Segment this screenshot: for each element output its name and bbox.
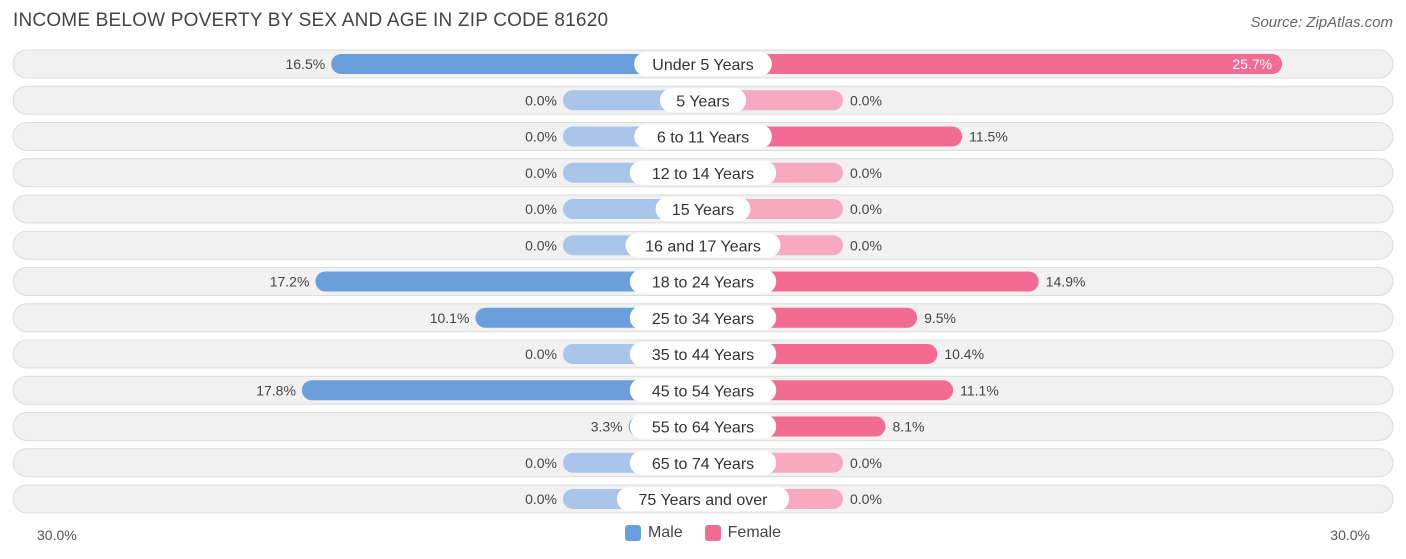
category-label: Under 5 Years	[652, 57, 753, 74]
legend-item-male: Male	[624, 524, 683, 542]
category-label: 18 to 24 Years	[652, 275, 754, 292]
female-value-label: 0.0%	[850, 165, 882, 181]
category-label: 65 to 74 Years	[652, 456, 754, 473]
legend: Male Female	[0, 524, 1406, 542]
category-label: 16 and 17 Years	[645, 238, 761, 255]
female-value-label: 0.0%	[850, 455, 882, 471]
female-value-label: 10.4%	[944, 346, 984, 362]
source-note: Source: ZipAtlas.com	[1250, 14, 1393, 31]
male-value-label: 0.0%	[525, 129, 557, 145]
female-bar	[703, 271, 1039, 292]
axis-right-label: 30.0%	[1330, 527, 1370, 543]
male-value-label: 0.0%	[525, 165, 557, 181]
female-value-label: 0.0%	[850, 491, 882, 507]
male-value-label: 17.8%	[256, 382, 296, 398]
category-pill	[655, 197, 751, 221]
legend-label-female: Female	[727, 524, 782, 541]
bar-chart: 16.5% 25.7% Under 5 Years 0.0% 0.0% 5 Years 0.…	[12, 49, 1394, 514]
female-value-label: 0.0%	[850, 201, 882, 217]
chart-title: INCOME BELOW POVERTY BY SEX AND AGE IN Z…	[13, 10, 609, 31]
category-label: 6 to 11 Years	[657, 130, 749, 147]
male-value-label: 10.1%	[430, 310, 470, 326]
male-value-label: 3.3%	[591, 419, 623, 435]
category-label: 15 Years	[672, 202, 734, 219]
category-pill	[629, 450, 777, 475]
category-pill	[629, 160, 777, 185]
legend-label-male: Male	[647, 524, 683, 541]
legend-item-female: Female	[704, 524, 782, 542]
male-value-label: 0.0%	[525, 346, 557, 362]
category-pill	[659, 88, 747, 113]
legend-swatch-female	[704, 525, 721, 541]
female-value-label: 25.7%	[1232, 56, 1272, 72]
category-pill	[634, 124, 772, 149]
category-label: 35 to 44 Years	[652, 347, 754, 364]
female-value-label: 14.9%	[1046, 274, 1086, 290]
category-pill	[625, 233, 781, 258]
category-pill	[629, 378, 777, 403]
category-label: 12 to 14 Years	[652, 166, 754, 183]
male-value-label: 17.2%	[270, 274, 310, 290]
female-value-label: 9.5%	[924, 310, 956, 326]
axis-left-label: 30.0%	[37, 527, 77, 543]
female-value-label: 11.5%	[969, 129, 1008, 145]
male-value-label: 0.0%	[525, 237, 557, 253]
category-label: 75 Years and over	[639, 492, 769, 509]
category-pill	[634, 52, 772, 76]
category-pill	[616, 487, 790, 511]
legend-swatch-male	[624, 525, 641, 541]
female-value-label: 0.0%	[850, 92, 882, 108]
male-bar	[301, 380, 703, 401]
category-label: 45 to 54 Years	[652, 383, 754, 400]
category-label: 55 to 64 Years	[652, 420, 754, 437]
category-label: 5 Years	[676, 93, 729, 110]
category-pill	[629, 414, 777, 439]
male-bar	[315, 271, 703, 292]
female-bar	[703, 54, 1283, 74]
category-pill	[629, 342, 777, 366]
male-value-label: 0.0%	[525, 455, 557, 471]
male-bar	[331, 54, 703, 74]
female-value-label: 11.1%	[960, 382, 999, 398]
male-value-label: 0.0%	[525, 201, 557, 217]
male-value-label: 16.5%	[285, 56, 325, 72]
female-value-label: 8.1%	[893, 419, 925, 435]
male-value-label: 0.0%	[525, 92, 557, 108]
male-value-label: 0.0%	[525, 491, 557, 507]
category-pill	[629, 305, 777, 330]
category-label: 25 to 34 Years	[652, 311, 754, 328]
category-pill	[629, 269, 777, 294]
female-value-label: 0.0%	[850, 237, 882, 253]
